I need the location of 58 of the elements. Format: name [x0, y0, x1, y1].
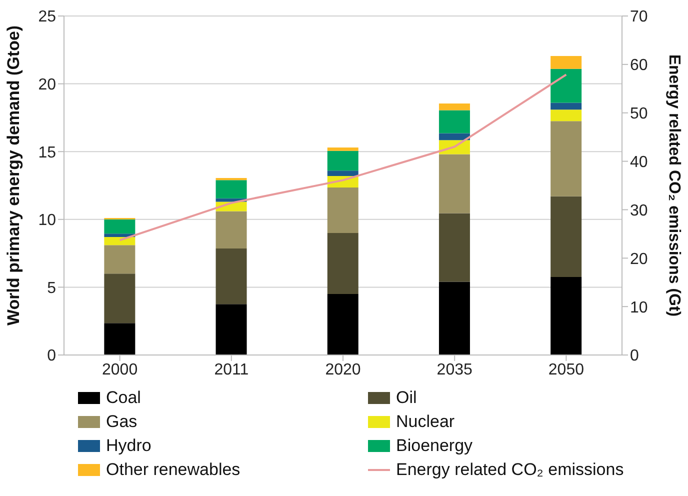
- line-series: [118, 74, 568, 242]
- y2-tick-label: 70: [630, 8, 648, 26]
- bar: [438, 154, 470, 214]
- x-tick-label: 2050: [548, 361, 584, 378]
- y2-tick-label: 0: [630, 348, 639, 365]
- y2-axis-title: Energy related CO₂ emissions (Gt): [665, 54, 682, 317]
- bar: [104, 245, 136, 274]
- x-tick-label: 2035: [436, 361, 472, 378]
- x-tick-label: 2020: [325, 361, 361, 378]
- bar: [550, 277, 582, 355]
- bar: [438, 110, 470, 134]
- y-tick-label: 0: [47, 348, 56, 365]
- bar: [104, 219, 136, 234]
- y-tick-label: 15: [38, 144, 56, 162]
- bar: [327, 188, 358, 233]
- y-tick-label: 20: [38, 76, 56, 94]
- bar: [438, 282, 470, 355]
- bar: [550, 196, 582, 278]
- bar: [550, 121, 582, 196]
- y2-tick-label: 40: [630, 154, 648, 171]
- y2-tick-label: 20: [630, 250, 648, 268]
- y2-tick-label: 30: [630, 202, 648, 220]
- legend-label: Energy related CO₂ emissions: [396, 460, 624, 480]
- bar: [550, 102, 582, 110]
- bar: [438, 133, 470, 140]
- bar: [104, 237, 136, 246]
- bar: [550, 56, 582, 69]
- bar: [327, 150, 358, 171]
- bar: [327, 294, 358, 355]
- x-tick-label: 2011: [214, 361, 249, 378]
- bar: [327, 170, 358, 176]
- y-tick-label: 10: [38, 212, 56, 230]
- bar: [327, 148, 358, 151]
- legend-label: Gas: [106, 412, 138, 432]
- bar: [216, 211, 247, 249]
- bar: [216, 248, 247, 304]
- bar: [438, 103, 470, 110]
- legend-label: Nuclear: [396, 412, 455, 432]
- bar: [216, 304, 247, 355]
- bar: [550, 68, 582, 103]
- legend-label: Hydro: [106, 436, 152, 456]
- y-tick-label: 5: [47, 280, 56, 297]
- bar: [216, 180, 247, 198]
- bar: [327, 232, 358, 294]
- y2-tick-label: 50: [630, 106, 648, 123]
- bar: [104, 323, 136, 355]
- y2-tick-label: 60: [630, 57, 648, 74]
- bar: [104, 274, 136, 324]
- y2-tick-label: 10: [630, 299, 648, 316]
- x-tick-label: 2000: [102, 361, 138, 378]
- legend-label: Bioenergy: [396, 436, 473, 456]
- y-axis-title: World primary energy demand (Gtoe): [4, 25, 24, 326]
- legend-label: Oil: [396, 388, 417, 408]
- legend-label: Coal: [106, 388, 141, 408]
- bar: [550, 110, 582, 122]
- y-tick-label: 25: [38, 8, 56, 26]
- bar: [438, 213, 470, 282]
- legend-label: Other renewables: [106, 460, 240, 480]
